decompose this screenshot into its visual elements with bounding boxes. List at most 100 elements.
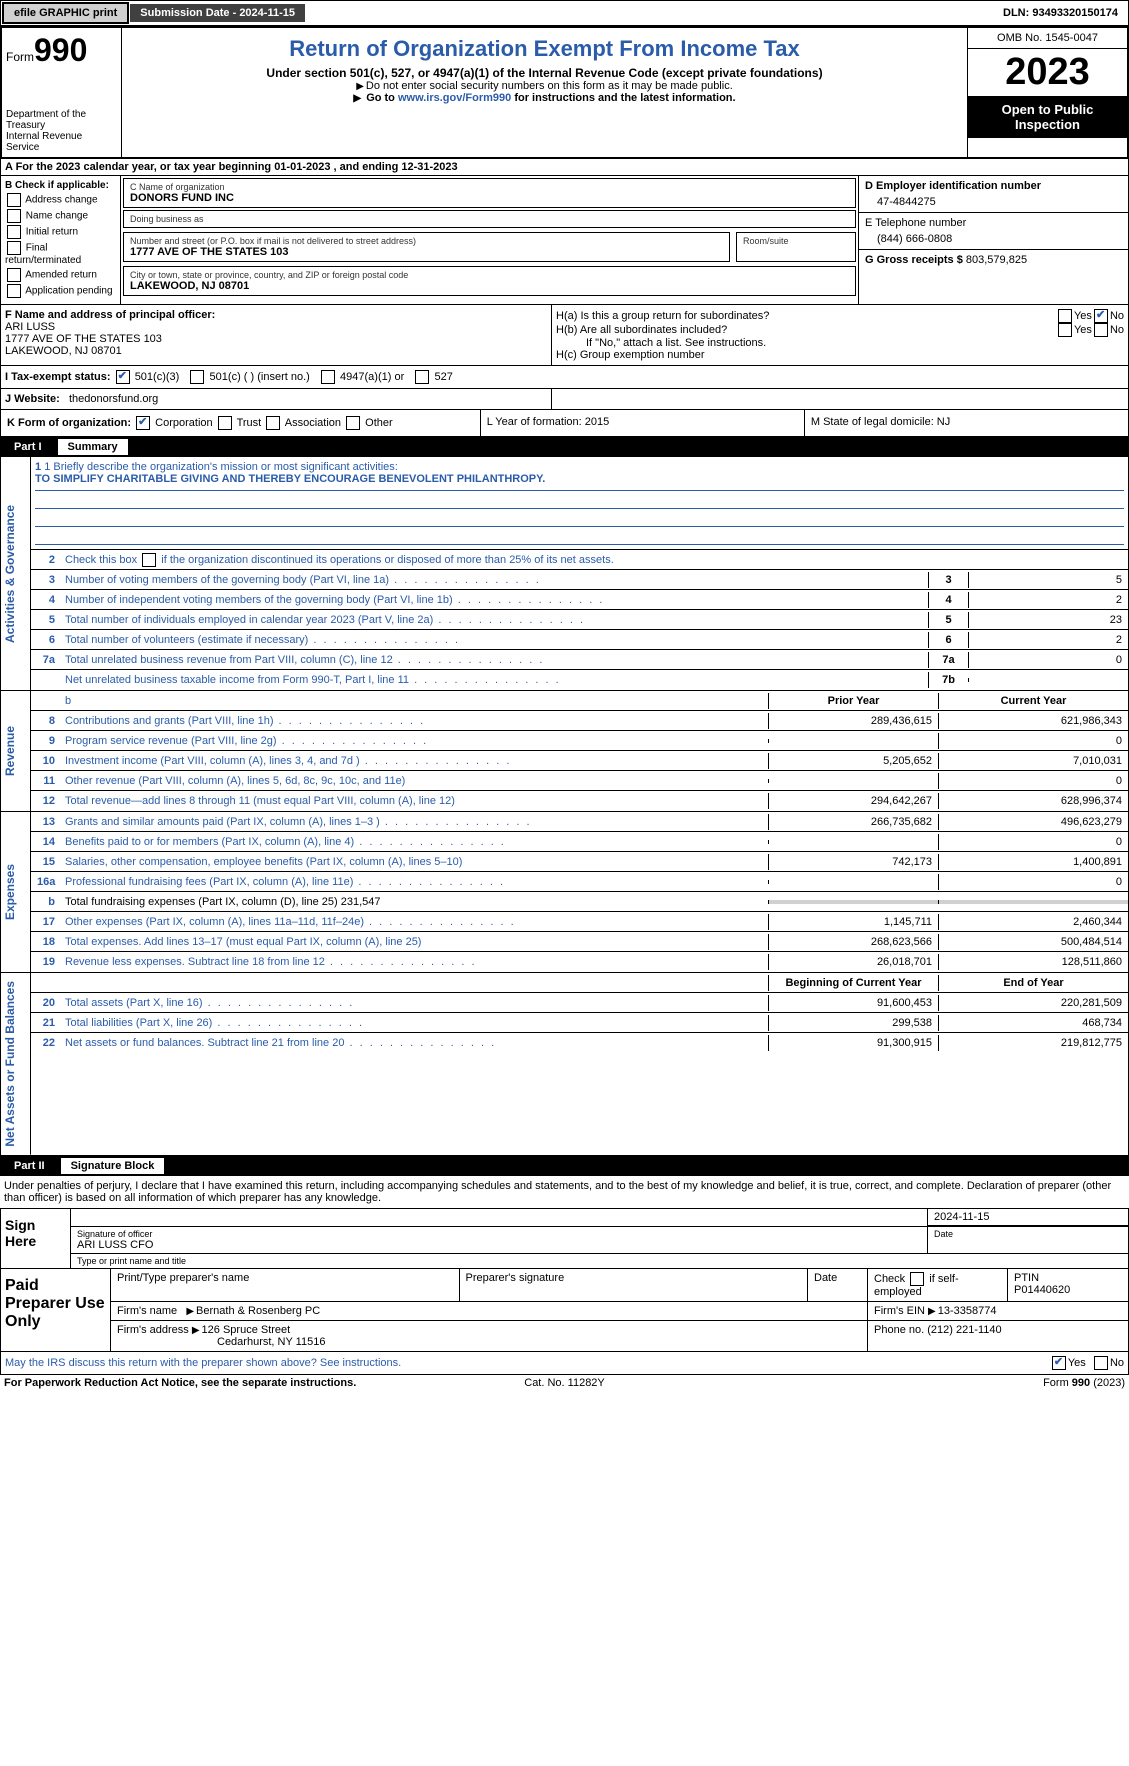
irs-url-link[interactable]: www.irs.gov/Form990 [398,92,511,104]
cb-address-change[interactable]: Address change [5,193,116,207]
type-name-label: Type or print name and title [71,1254,1128,1268]
city-label: City or town, state or province, country… [130,270,849,280]
n21b: 299,538 [768,1015,938,1031]
activities-governance-section: Activities & Governance 1 1 Briefly desc… [0,457,1129,691]
firm-name: Bernath & Rosenberg PC [196,1305,320,1317]
efile-print-button[interactable]: efile GRAPHIC print [2,2,129,24]
cb-trust[interactable] [218,416,232,430]
row-a-tax-year: A For the 2023 calendar year, or tax yea… [0,159,1129,176]
paid-preparer-block: Paid Preparer Use Only Print/Type prepar… [0,1269,1129,1352]
ha-yes[interactable] [1058,309,1072,323]
dept-treasury: Department of the Treasury Internal Reve… [6,109,117,153]
e13p: 266,735,682 [768,814,938,830]
discuss-text: May the IRS discuss this return with the… [5,1357,1050,1369]
r12c: 628,996,374 [938,793,1128,809]
cb-4947[interactable] [321,370,335,384]
preparer-sig-label: Preparer's signature [460,1269,809,1301]
year-formation: L Year of formation: 2015 [481,410,805,436]
tax-year: 2023 [968,49,1127,96]
ptin-value: P01440620 [1014,1284,1122,1296]
room-label: Room/suite [743,236,849,246]
ha-no[interactable] [1094,309,1108,323]
e14p [768,840,938,844]
hb-no[interactable] [1094,323,1108,337]
r11p [768,779,938,783]
firm-ein: 13-3358774 [938,1305,997,1317]
website-value: thedonorsfund.org [69,393,158,405]
l5: Total number of individuals employed in … [61,612,928,628]
f-h-row: F Name and address of principal officer:… [0,305,1129,366]
goto-prefix: Go to [366,92,398,104]
cb-name-change[interactable]: Name change [5,209,116,223]
firm-phone-label: Phone no. [874,1324,924,1336]
firm-ein-label: Firm's EIN [874,1305,925,1317]
discuss-no[interactable] [1094,1356,1108,1370]
part1-title: Summary [58,439,128,455]
cb-527[interactable] [415,370,429,384]
l10: Investment income (Part VIII, column (A)… [61,753,768,769]
cat-no: Cat. No. 11282Y [378,1377,752,1389]
officer-sig: ARI LUSS CFO [77,1239,921,1251]
v6: 2 [968,632,1128,648]
org-info-box: B Check if applicable: Address change Na… [0,176,1129,305]
cb-self-employed[interactable] [910,1272,924,1286]
l15: Salaries, other compensation, employee b… [61,854,768,870]
dba-label: Doing business as [130,214,849,224]
e15c: 1,400,891 [938,854,1128,870]
n22e: 219,812,775 [938,1035,1128,1051]
ssn-note: Do not enter social security numbers on … [126,80,963,92]
e19p: 26,018,701 [768,954,938,970]
l21: Total liabilities (Part X, line 26) [61,1015,768,1031]
v7a: 0 [968,652,1128,668]
l3: Number of voting members of the governin… [61,572,928,588]
sign-here-block: Sign Here 2024-11-15 Signature of office… [0,1208,1129,1269]
l17: Other expenses (Part IX, column (A), lin… [61,914,768,930]
cb-application-pending[interactable]: Application pending [5,284,116,298]
ha-label: H(a) Is this a group return for subordin… [556,310,1056,322]
cb-501c[interactable] [190,370,204,384]
l19: Revenue less expenses. Subtract line 18 … [61,954,768,970]
cb-discontinued[interactable] [142,553,156,567]
officer-label: F Name and address of principal officer: [5,309,547,321]
hb-yes[interactable] [1058,323,1072,337]
l7b: Net unrelated business taxable income fr… [61,672,928,688]
submission-date: Submission Date - 2024-11-15 [130,4,305,22]
col-prior: Prior Year [768,693,938,709]
officer-addr2: LAKEWOOD, NJ 08701 [5,345,547,357]
e14c: 0 [938,834,1128,850]
state-domicile: M State of legal domicile: NJ [805,410,1128,436]
hb-note: If "No," attach a list. See instructions… [556,337,1124,349]
e19c: 128,511,860 [938,954,1128,970]
form-number: 990 [34,32,87,68]
cb-association[interactable] [266,416,280,430]
r10p: 5,205,652 [768,753,938,769]
cb-amended-return[interactable]: Amended return [5,268,116,282]
gross-receipts-value: 803,579,825 [966,254,1027,266]
l4: Number of independent voting members of … [61,592,928,608]
cb-other[interactable] [346,416,360,430]
l9: Program service revenue (Part VIII, line… [61,733,768,749]
website-row: J Website: thedonorsfund.org [0,389,1129,410]
part1-header: Part I Summary [0,437,1129,457]
discuss-yes[interactable] [1052,1356,1066,1370]
l22: Net assets or fund balances. Subtract li… [61,1035,768,1051]
e17p: 1,145,711 [768,914,938,930]
l7a: Total unrelated business revenue from Pa… [61,652,928,668]
sig-date: 2024-11-15 [928,1209,1128,1226]
cb-initial-return[interactable]: Initial return [5,225,116,239]
e17c: 2,460,344 [938,914,1128,930]
hb-label: H(b) Are all subordinates included? [556,324,1056,336]
cb-corporation[interactable] [136,416,150,430]
side-activities: Activities & Governance [1,457,31,690]
col-current: Current Year [938,693,1128,709]
part2-tag: Part II [6,1158,53,1174]
gross-receipts-label: G Gross receipts $ [865,254,963,266]
cb-final-return[interactable]: Final return/terminated [5,241,116,266]
cb-501c3[interactable] [116,370,130,384]
e18p: 268,623,566 [768,934,938,950]
part2-header: Part II Signature Block [0,1156,1129,1176]
v5: 23 [968,612,1128,628]
e16p [768,880,938,884]
page-footer: For Paperwork Reduction Act Notice, see … [0,1375,1129,1391]
phone-value: (844) 666-0808 [865,229,1122,245]
